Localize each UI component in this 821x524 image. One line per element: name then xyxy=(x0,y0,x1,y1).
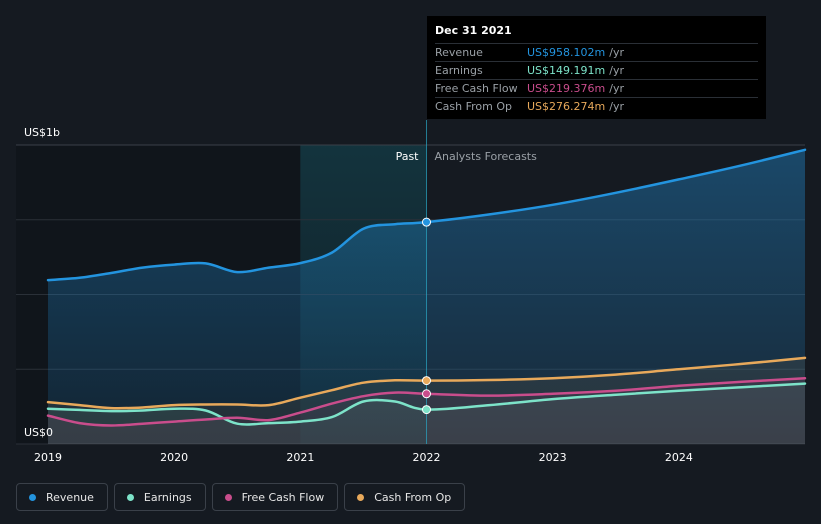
tooltip-label: Free Cash Flow xyxy=(435,82,518,95)
marker-earnings[interactable] xyxy=(422,405,431,415)
legend-item-revenue[interactable]: Revenue xyxy=(16,483,108,511)
tooltip-unit: /yr xyxy=(609,64,624,77)
series-line-earnings xyxy=(46,382,807,426)
tooltip-row-cash-from-op: Cash From Op US$276.274m /yr xyxy=(435,97,758,115)
legend-item-cash-from-op[interactable]: Cash From Op xyxy=(344,483,466,511)
tooltip-value: US$219.376m xyxy=(527,82,606,95)
past-label: Past xyxy=(396,150,420,163)
x-tick-label: 2022 xyxy=(413,451,441,464)
y-tick-label-bottom: US$0 xyxy=(24,426,53,439)
tooltip-row-free-cash-flow: Free Cash Flow US$219.376m /yr xyxy=(435,79,758,97)
x-tick-label: 2024 xyxy=(665,451,693,464)
tooltip-unit: /yr xyxy=(609,100,624,113)
tooltip-unit: /yr xyxy=(609,82,624,95)
legend-dot-icon xyxy=(357,493,365,501)
tooltip-unit: /yr xyxy=(609,46,624,59)
legend-label: Revenue xyxy=(46,490,94,504)
legend-dot-icon xyxy=(29,493,36,501)
series-line-cash-from-op xyxy=(46,356,807,410)
tooltip-label: Revenue xyxy=(435,46,483,59)
tooltip-label: Earnings xyxy=(435,64,483,77)
legend-dot-icon xyxy=(224,493,232,501)
marker-revenue[interactable] xyxy=(422,217,431,227)
marker-cash-from-op[interactable] xyxy=(422,376,431,386)
x-tick-label: 2023 xyxy=(539,451,567,464)
legend-label: Earnings xyxy=(143,490,192,504)
legend-item-earnings[interactable]: Earnings xyxy=(113,483,206,511)
tooltip-date: Dec 31 2021 xyxy=(435,24,512,37)
series-line-revenue xyxy=(46,148,807,282)
legend-item-free-cash-flow[interactable]: Free Cash Flow xyxy=(211,483,339,511)
x-tick-label: 2021 xyxy=(286,451,314,464)
tooltip-row-earnings: Earnings US$149.191m /yr xyxy=(435,61,758,79)
tooltip-value: US$958.102m xyxy=(527,46,606,59)
tooltip-label: Cash From Op xyxy=(435,100,513,113)
y-tick-label-top: US$1b xyxy=(24,126,60,139)
tooltip-row-revenue: Revenue US$958.102m /yr xyxy=(435,43,758,61)
legend-dot-icon xyxy=(126,493,134,501)
tooltip: Dec 31 2021 Revenue US$958.102m /yr Earn… xyxy=(427,16,766,119)
legend: Revenue Earnings Free Cash Flow Cash Fro… xyxy=(16,483,466,511)
forecast-label: Analysts Forecasts xyxy=(435,150,538,163)
x-tick-label: 2020 xyxy=(160,451,188,464)
legend-label: Cash From Op xyxy=(374,490,452,504)
marker-free-cash-flow[interactable] xyxy=(422,389,431,399)
series-line-free-cash-flow xyxy=(46,376,807,427)
x-tick-label: 2019 xyxy=(34,451,62,464)
tooltip-value: US$276.274m xyxy=(527,100,606,113)
legend-label: Free Cash Flow xyxy=(241,490,325,504)
tooltip-value: US$149.191m xyxy=(527,64,606,77)
